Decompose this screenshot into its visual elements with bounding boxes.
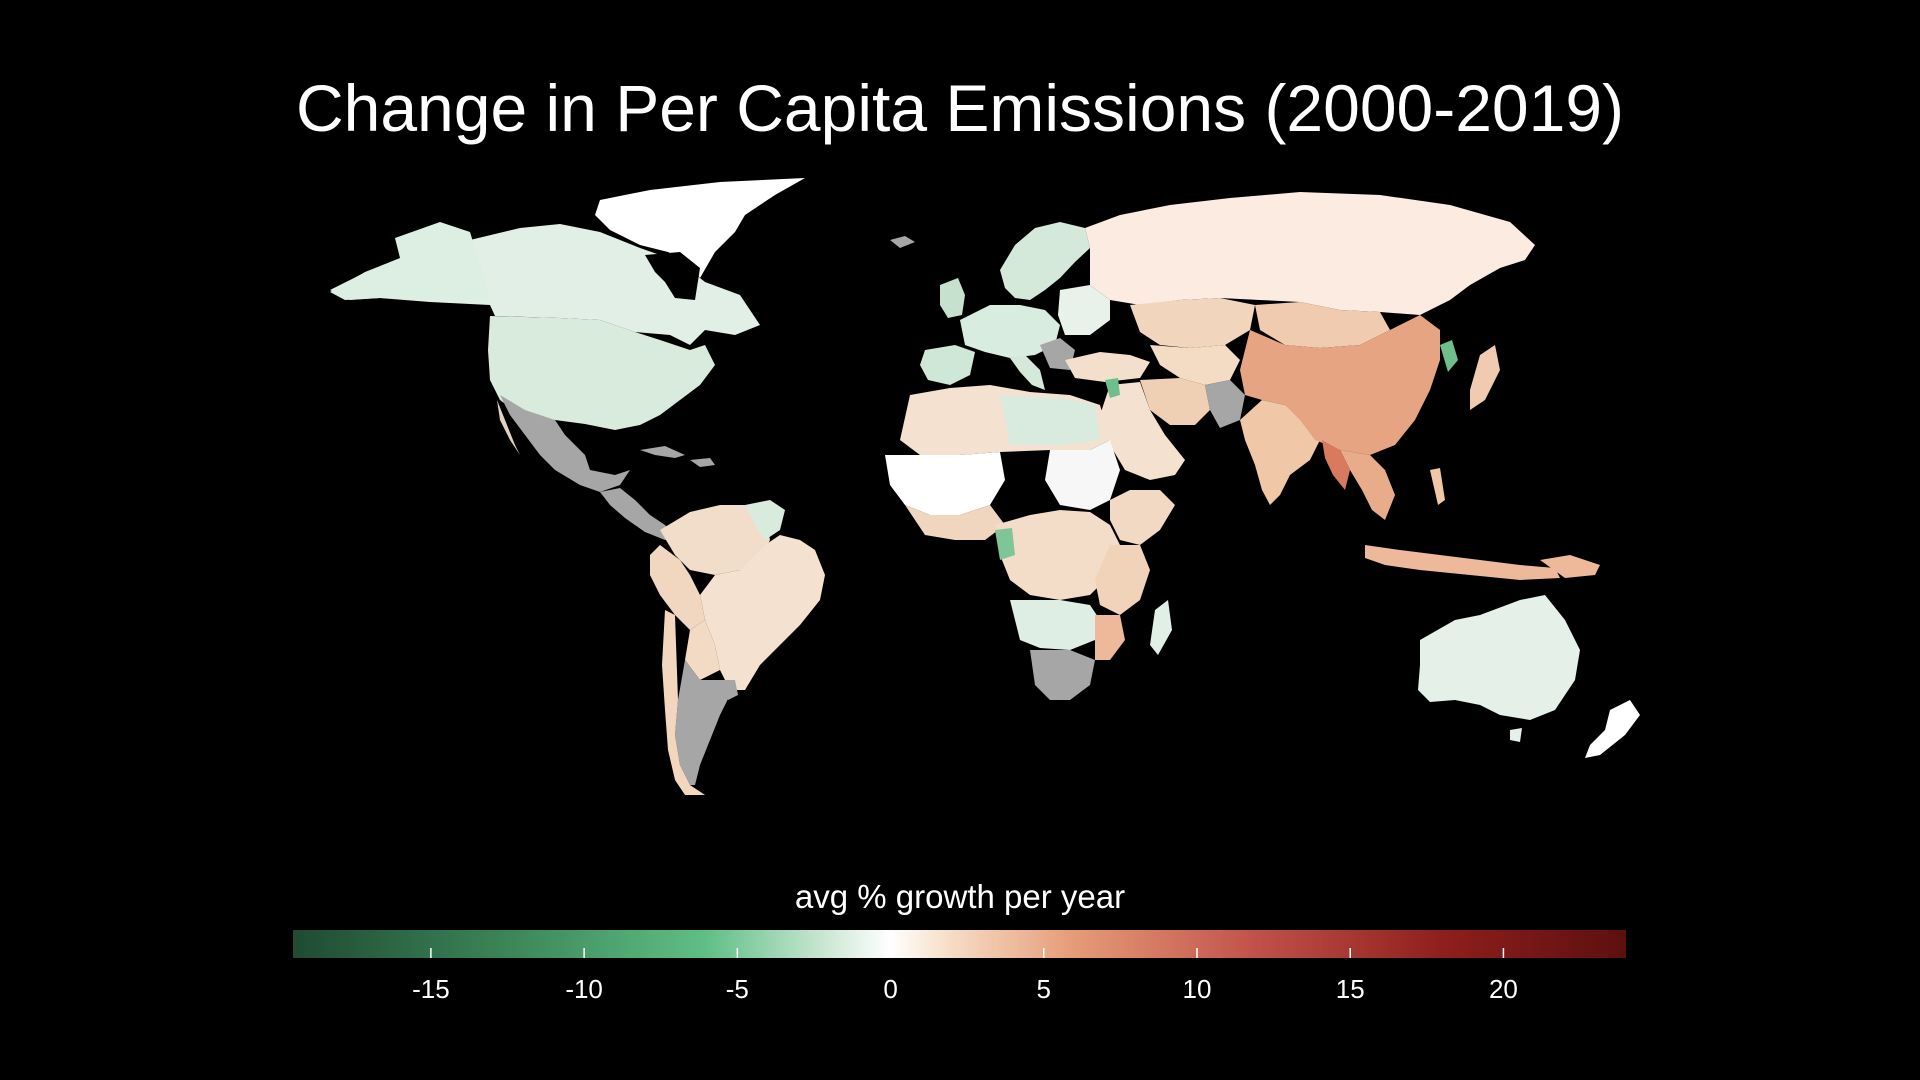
central-asia: [1150, 345, 1240, 385]
central-america: [600, 488, 675, 540]
colorbar-tick-label: 15: [1336, 974, 1365, 1004]
gabon-congo: [995, 528, 1015, 560]
india: [1240, 400, 1320, 505]
colorbar-tick-label: -5: [726, 974, 749, 1004]
afghanistan-pakistan: [1205, 380, 1245, 428]
colorbar-ticks: -15 -10 -5 0 5 10 15 20: [412, 948, 1518, 1004]
western-europe: [960, 305, 1060, 358]
united-states: [488, 316, 715, 430]
iceland: [890, 236, 915, 248]
iberia: [920, 345, 975, 385]
cuba: [640, 446, 685, 458]
brazil: [700, 535, 825, 690]
colorbar-tick-label: 20: [1489, 974, 1518, 1004]
kazakhstan: [1130, 298, 1255, 348]
argentina: [675, 660, 730, 785]
africa: [885, 385, 1175, 700]
new-guinea: [1540, 555, 1600, 578]
colorbar-gradient: [293, 930, 1626, 958]
north-america: [330, 178, 805, 540]
russia: [1085, 192, 1535, 315]
europe: [890, 222, 1150, 390]
china: [1240, 315, 1440, 455]
southeast-asia: [1340, 450, 1395, 520]
turkey: [1065, 352, 1150, 382]
indonesia: [1365, 545, 1560, 580]
colorbar-tick-label: 5: [1037, 974, 1051, 1004]
uruguay: [720, 680, 738, 700]
sudan-chad: [1045, 440, 1120, 510]
italy: [1010, 355, 1045, 390]
korea: [1440, 340, 1458, 372]
west-coast: [905, 505, 1005, 540]
colorbar-tick-label: -15: [412, 974, 450, 1004]
chile: [662, 610, 705, 795]
mongolia: [1255, 302, 1390, 348]
libya-egypt: [1000, 395, 1100, 445]
colorbar-tick-label: 0: [883, 974, 897, 1004]
iran: [1140, 378, 1210, 425]
tasmania: [1510, 728, 1522, 742]
north-asia: [1085, 192, 1535, 348]
middle-east: [1100, 382, 1185, 480]
syria-jordan: [1105, 378, 1120, 398]
asia: [1100, 302, 1600, 580]
colombia-venezuela: [660, 505, 770, 575]
hudson-bay: [645, 252, 700, 300]
eastern-europe: [1058, 285, 1110, 335]
greenland: [595, 178, 805, 278]
south-america: [650, 500, 825, 795]
new-zealand: [1585, 700, 1640, 758]
japan: [1470, 345, 1500, 410]
peru-ecuador: [650, 545, 705, 630]
central-africa: [995, 510, 1120, 600]
myanmar: [1322, 440, 1350, 490]
west-africa: [885, 452, 1005, 515]
madagascar: [1150, 600, 1172, 655]
caribbean-islands: [690, 458, 715, 467]
mozambique: [1095, 615, 1125, 660]
uk-ireland: [940, 278, 965, 318]
horn-of-africa: [1110, 490, 1175, 545]
east-africa: [1095, 545, 1150, 615]
scandinavia: [1000, 222, 1090, 300]
australia: [1418, 595, 1580, 720]
southern-africa-north: [1010, 600, 1100, 650]
south-africa: [1030, 650, 1095, 700]
alaska: [330, 222, 490, 300]
mexico: [500, 395, 630, 492]
colorbar-tick-label: -10: [565, 974, 603, 1004]
guyanas: [745, 500, 785, 540]
oceania: [1418, 595, 1640, 758]
colorbar-tick-label: 10: [1183, 974, 1212, 1004]
legend-title: avg % growth per year: [794, 878, 1126, 915]
philippines: [1430, 468, 1445, 505]
bolivia-paraguay: [685, 620, 720, 680]
map-title: Change in Per Capita Emissions (2000-201…: [295, 71, 1625, 145]
